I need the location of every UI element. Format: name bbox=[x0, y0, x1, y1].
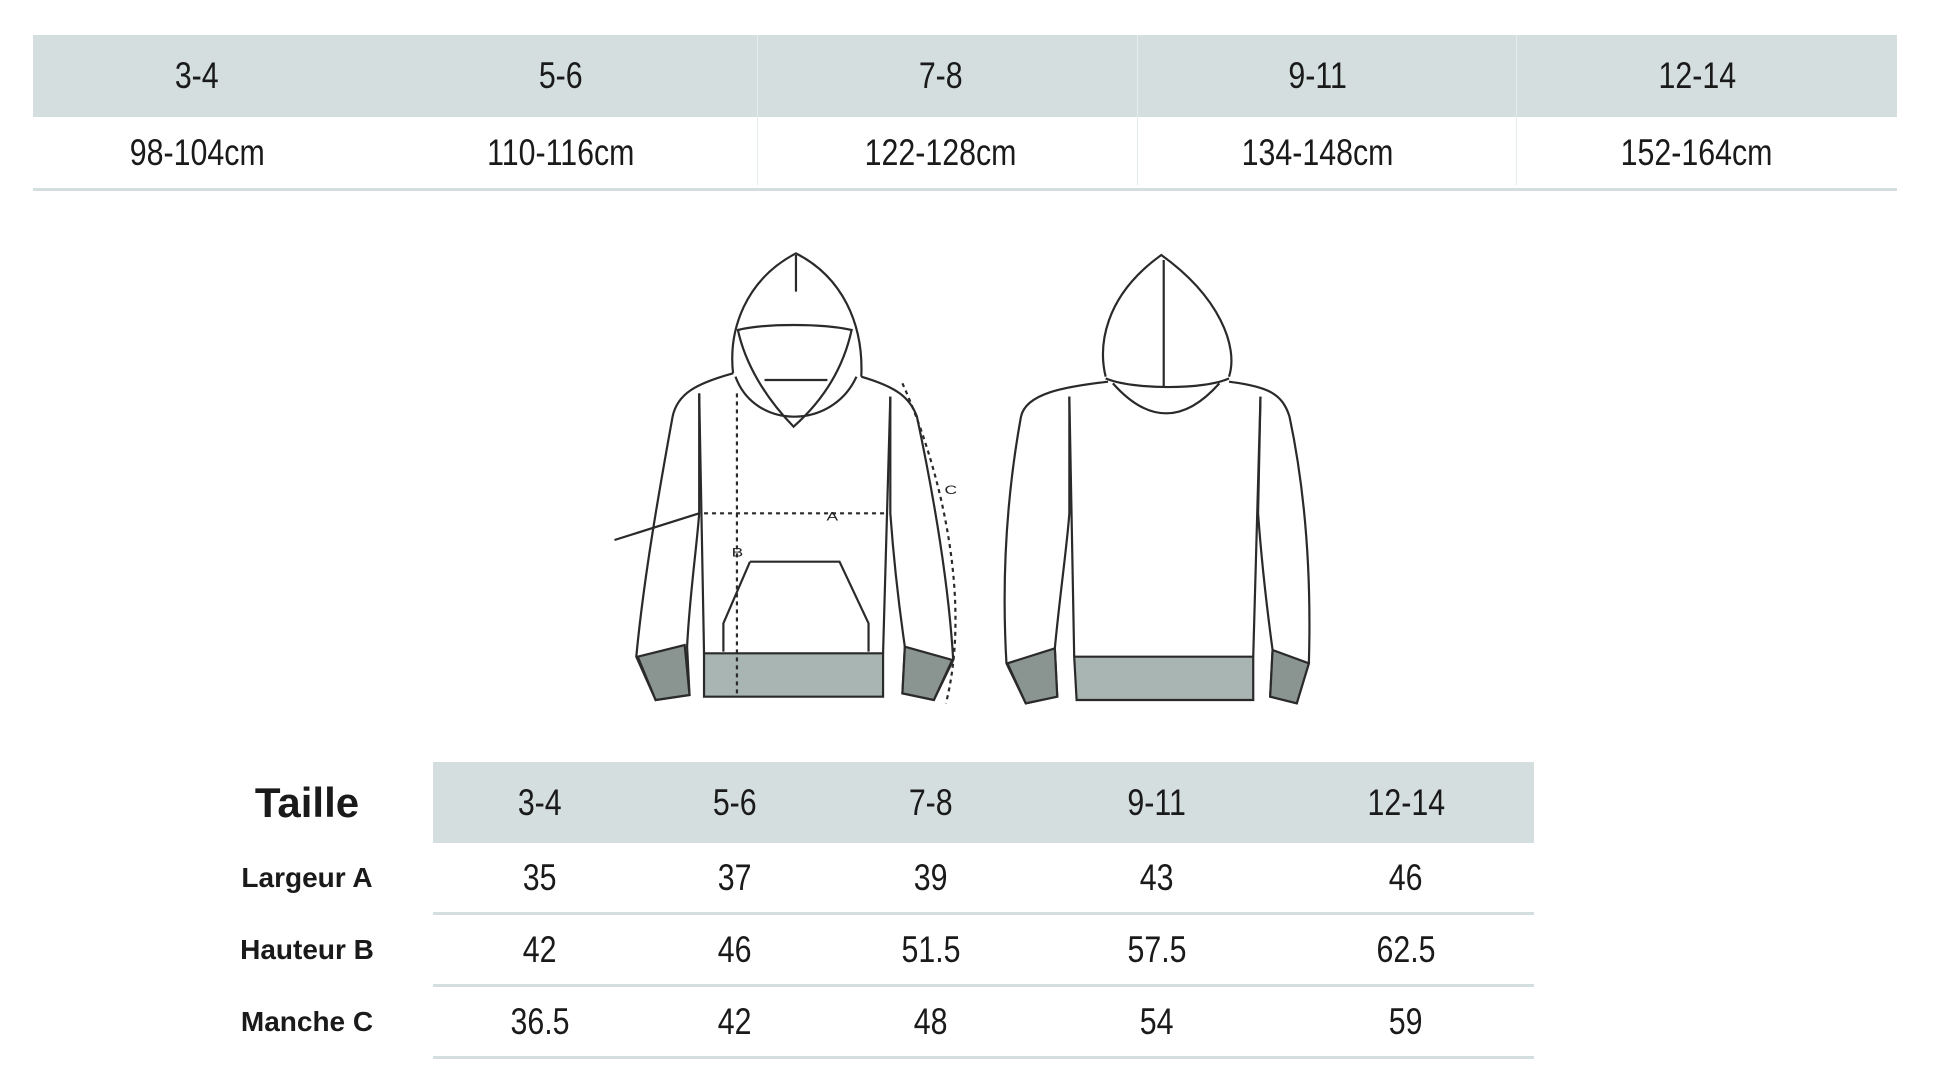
height-label: 134-148cm bbox=[1242, 131, 1394, 173]
size-header-cell: 7-8 bbox=[791, 35, 1091, 117]
measure-value: 48 bbox=[914, 1000, 948, 1042]
hoodie-illustration: A B C bbox=[600, 230, 1350, 730]
size-label: 5-6 bbox=[539, 55, 583, 96]
size-label: 12-14 bbox=[1658, 55, 1736, 96]
measure-value: 51.5 bbox=[901, 928, 961, 970]
height-label: 110-116cm bbox=[487, 131, 635, 173]
height-cell: 134-148cm bbox=[1168, 117, 1468, 188]
size-header-cell: 5-6 bbox=[411, 35, 711, 117]
measure-value: 36.5 bbox=[510, 1000, 570, 1042]
measure-size-header: 12-14 bbox=[1306, 762, 1506, 843]
size-header-cell: 12-14 bbox=[1547, 35, 1847, 117]
measure-size-header: 7-8 bbox=[831, 762, 1031, 843]
measure-size-header: 9-11 bbox=[1057, 762, 1257, 843]
measure-value-cell: 42 bbox=[635, 987, 835, 1056]
measure-value: 57.5 bbox=[1127, 928, 1187, 970]
measure-value: 35 bbox=[523, 856, 557, 898]
measure-value-cell: 59 bbox=[1306, 987, 1506, 1056]
size-label: 5-6 bbox=[713, 781, 757, 823]
size-label: 12-14 bbox=[1367, 781, 1445, 823]
hoodie-front bbox=[615, 253, 956, 703]
measure-value-cell: 39 bbox=[831, 843, 1031, 912]
measure-size-header: 3-4 bbox=[440, 762, 640, 843]
divider bbox=[1137, 35, 1138, 185]
size-header-cell: 9-11 bbox=[1168, 35, 1468, 117]
size-label: 7-8 bbox=[919, 55, 963, 96]
height-cell: 122-128cm bbox=[791, 117, 1091, 188]
hoodie-back bbox=[1005, 255, 1310, 703]
measure-label-c: C bbox=[945, 484, 958, 498]
measure-value-cell: 57.5 bbox=[1057, 915, 1257, 984]
size-label: 3-4 bbox=[175, 55, 219, 96]
size-header-cell: 3-4 bbox=[47, 35, 347, 117]
divider bbox=[433, 1056, 1534, 1059]
measure-label-b: B bbox=[732, 546, 744, 560]
size-label: 9-11 bbox=[1288, 55, 1348, 96]
divider bbox=[1516, 35, 1517, 185]
height-cell: 98-104cm bbox=[47, 117, 347, 188]
measure-value: 59 bbox=[1389, 1000, 1423, 1042]
measure-value: 46 bbox=[1389, 856, 1423, 898]
size-header-band bbox=[33, 35, 1897, 117]
measure-value: 39 bbox=[914, 856, 948, 898]
measure-value-cell: 62.5 bbox=[1306, 915, 1506, 984]
height-label: 152-164cm bbox=[1621, 131, 1773, 173]
height-cell: 152-164cm bbox=[1547, 117, 1847, 188]
measure-value: 42 bbox=[523, 928, 557, 970]
height-label: 122-128cm bbox=[865, 131, 1017, 173]
size-label: 7-8 bbox=[909, 781, 953, 823]
row-label: Manche C bbox=[240, 1005, 374, 1037]
size-label: 9-11 bbox=[1127, 781, 1187, 823]
row-label: Hauteur B bbox=[240, 933, 374, 965]
divider bbox=[757, 35, 758, 185]
measure-value: 46 bbox=[718, 928, 752, 970]
divider bbox=[433, 984, 1534, 987]
divider bbox=[433, 912, 1534, 915]
measure-value-cell: 42 bbox=[440, 915, 640, 984]
measure-value-cell: 51.5 bbox=[831, 915, 1031, 984]
size-label: 3-4 bbox=[518, 781, 562, 823]
measure-value-cell: 46 bbox=[635, 915, 835, 984]
measure-header-band bbox=[433, 762, 1534, 843]
measure-value: 43 bbox=[1140, 856, 1174, 898]
measure-value-cell: 35 bbox=[440, 843, 640, 912]
measure-value-cell: 54 bbox=[1057, 987, 1257, 1056]
measure-value: 62.5 bbox=[1376, 928, 1436, 970]
height-cell: 110-116cm bbox=[411, 117, 711, 188]
measure-value: 42 bbox=[718, 1000, 752, 1042]
measure-size-header: 5-6 bbox=[635, 762, 835, 843]
measure-value-cell: 37 bbox=[635, 843, 835, 912]
measure-value-cell: 48 bbox=[831, 987, 1031, 1056]
measure-value: 37 bbox=[718, 856, 752, 898]
divider bbox=[33, 188, 1897, 191]
measure-label-a: A bbox=[826, 510, 838, 524]
measure-value: 54 bbox=[1140, 1000, 1174, 1042]
row-label: Largeur A bbox=[241, 861, 373, 893]
measure-value-cell: 46 bbox=[1306, 843, 1506, 912]
height-label: 98-104cm bbox=[129, 131, 265, 173]
taille-header: Taille bbox=[254, 778, 360, 826]
measure-value-cell: 43 bbox=[1057, 843, 1257, 912]
measure-value-cell: 36.5 bbox=[440, 987, 640, 1056]
